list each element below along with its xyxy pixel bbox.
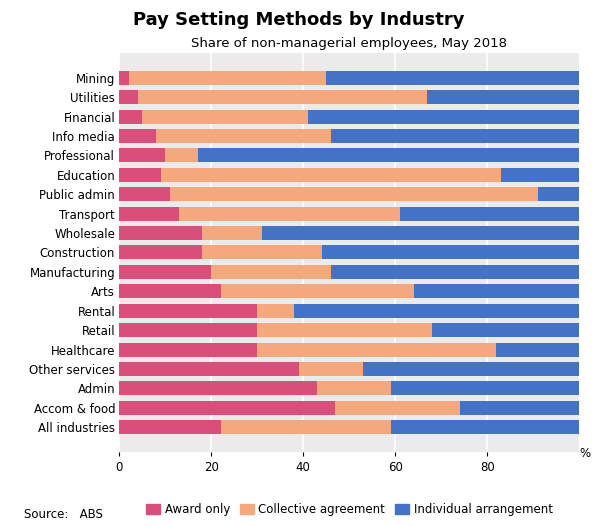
Text: Source:   ABS: Source: ABS — [24, 508, 103, 521]
Bar — [119, 285, 220, 298]
Bar — [119, 129, 156, 143]
Bar — [294, 304, 579, 318]
Bar — [363, 362, 579, 376]
Bar — [496, 342, 579, 357]
Bar — [400, 207, 579, 220]
Bar — [119, 401, 336, 415]
Bar — [202, 226, 262, 240]
Bar — [336, 401, 460, 415]
Bar — [331, 265, 579, 279]
Title: Share of non-managerial employees, May 2018: Share of non-managerial employees, May 2… — [191, 37, 507, 50]
Bar — [501, 168, 579, 182]
Bar — [119, 246, 202, 259]
Bar — [427, 90, 579, 104]
Bar — [322, 246, 579, 259]
Bar — [298, 362, 363, 376]
Bar — [138, 90, 427, 104]
Bar — [170, 187, 538, 201]
Bar — [220, 285, 414, 298]
Bar — [460, 401, 579, 415]
Bar — [432, 323, 579, 337]
Bar — [128, 71, 327, 85]
Bar — [119, 381, 317, 396]
Bar — [119, 420, 220, 434]
Bar — [143, 109, 308, 124]
Bar — [262, 226, 579, 240]
Bar — [119, 207, 179, 220]
Bar — [331, 129, 579, 143]
Bar — [390, 420, 579, 434]
Bar — [202, 246, 322, 259]
Bar — [119, 71, 128, 85]
Bar — [327, 71, 579, 85]
Bar — [414, 285, 579, 298]
Bar — [119, 168, 161, 182]
Bar — [257, 342, 496, 357]
Bar — [119, 148, 165, 163]
Bar — [119, 362, 298, 376]
Bar — [317, 381, 390, 396]
Bar — [119, 342, 257, 357]
Bar — [257, 323, 432, 337]
Bar — [308, 109, 579, 124]
Bar — [119, 187, 170, 201]
Bar — [220, 420, 390, 434]
Bar — [165, 148, 198, 163]
Bar — [156, 129, 331, 143]
Bar — [119, 90, 138, 104]
Bar — [161, 168, 501, 182]
Bar — [119, 109, 143, 124]
Bar — [119, 265, 211, 279]
Bar — [119, 226, 202, 240]
Legend: Award only, Collective agreement, Individual arrangement: Award only, Collective agreement, Indivi… — [141, 498, 558, 521]
Bar — [119, 323, 257, 337]
Text: %: % — [579, 447, 590, 460]
Bar — [211, 265, 331, 279]
Bar — [198, 148, 579, 163]
Bar — [179, 207, 400, 220]
Bar — [119, 304, 257, 318]
Bar — [538, 187, 579, 201]
Text: Pay Setting Methods by Industry: Pay Setting Methods by Industry — [133, 11, 464, 28]
Bar — [257, 304, 294, 318]
Bar — [390, 381, 579, 396]
